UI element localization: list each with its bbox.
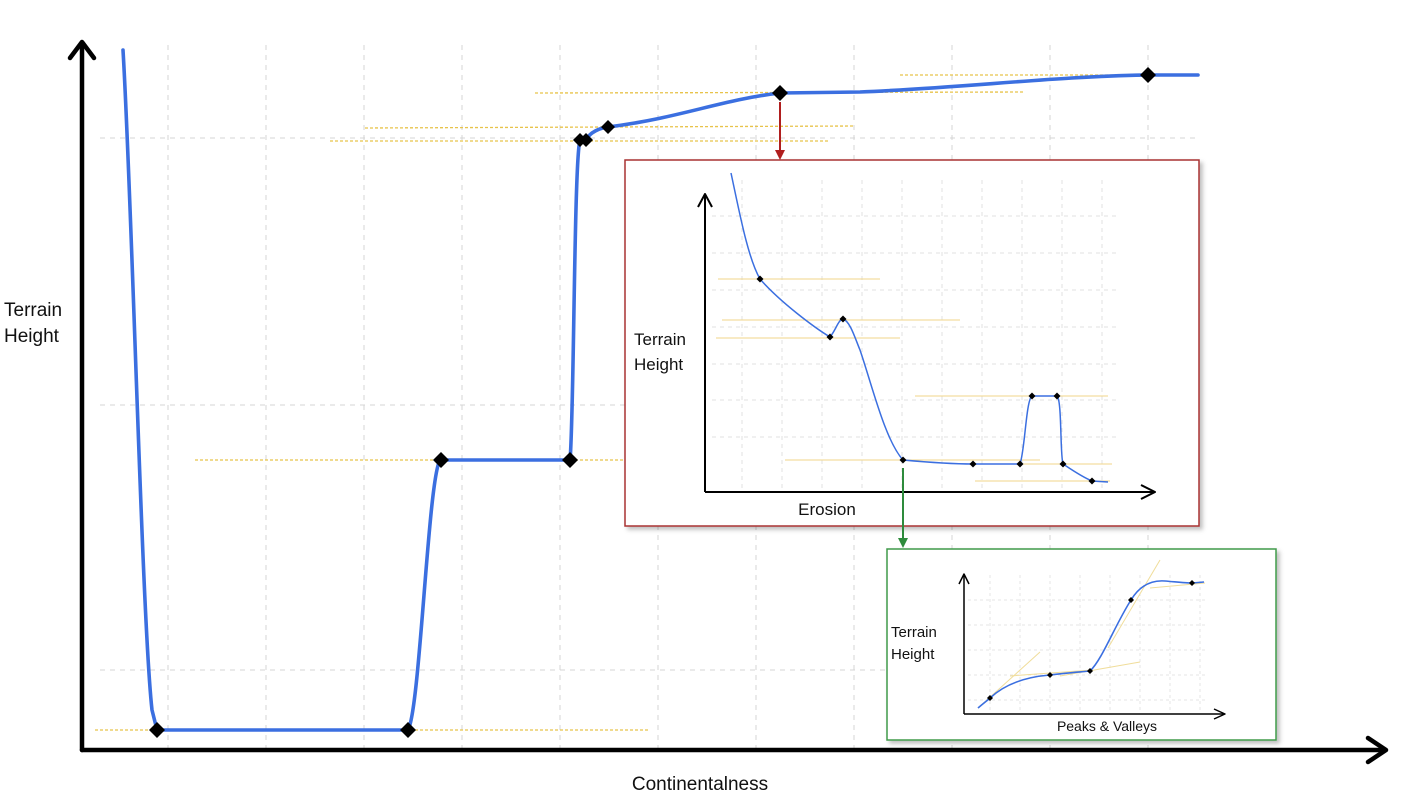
control-point xyxy=(899,456,907,464)
erosion-curve xyxy=(730,172,1109,483)
control-point xyxy=(149,722,165,738)
control-point xyxy=(1087,668,1093,674)
pv-control-points xyxy=(987,580,1195,701)
erosion-inset-frame xyxy=(624,159,1200,527)
control-point xyxy=(400,722,416,738)
erosion-inset: Terrain Height Erosion xyxy=(624,159,1200,527)
erosion-ylabel-line2: Height xyxy=(634,355,683,374)
pv-axes xyxy=(958,573,1226,720)
pv-connector-arrowhead xyxy=(898,538,908,548)
erosion-connector-arrowhead xyxy=(775,150,785,160)
main-control-points xyxy=(149,67,1156,738)
main-ylabel-line1: Terrain xyxy=(4,300,62,321)
pv-inset: Terrain Height Peaks & Valleys xyxy=(886,548,1277,741)
main-xlabel: Continentalness xyxy=(632,774,768,795)
erosion-xlabel: Erosion xyxy=(798,500,856,519)
control-point xyxy=(1189,580,1195,586)
control-point xyxy=(579,133,593,147)
control-point xyxy=(1140,67,1156,83)
main-axes xyxy=(67,39,1389,765)
erosion-control-points xyxy=(756,275,1096,485)
pv-grid xyxy=(968,575,1205,712)
control-point xyxy=(1047,672,1053,678)
control-point xyxy=(756,275,764,283)
control-point xyxy=(969,460,977,468)
control-point xyxy=(601,120,615,134)
control-point xyxy=(826,333,834,341)
control-point xyxy=(1088,477,1096,485)
pv-xlabel: Peaks & Valleys xyxy=(1057,718,1157,734)
erosion-ylabel-line1: Terrain xyxy=(634,330,686,349)
control-point xyxy=(562,452,578,468)
control-point xyxy=(1059,460,1067,468)
control-point xyxy=(839,315,847,323)
main-chart: Terrain Height Continentalness xyxy=(4,39,1389,795)
control-point xyxy=(1016,460,1024,468)
pv-ylabel-line2: Height xyxy=(891,646,935,663)
control-point xyxy=(433,452,449,468)
control-point xyxy=(1053,392,1061,400)
main-ylabel-line2: Height xyxy=(4,326,60,347)
erosion-axes xyxy=(697,193,1156,500)
pv-ylabel-line1: Terrain xyxy=(891,624,937,641)
pv-connector xyxy=(898,468,908,548)
control-point xyxy=(772,85,788,101)
pv-inset-frame xyxy=(886,548,1277,741)
control-point xyxy=(1028,392,1036,400)
control-point xyxy=(1128,597,1134,603)
main-curve xyxy=(121,48,1200,732)
erosion-grid xyxy=(712,180,1120,490)
control-point xyxy=(987,695,993,701)
erosion-connector xyxy=(775,102,785,160)
